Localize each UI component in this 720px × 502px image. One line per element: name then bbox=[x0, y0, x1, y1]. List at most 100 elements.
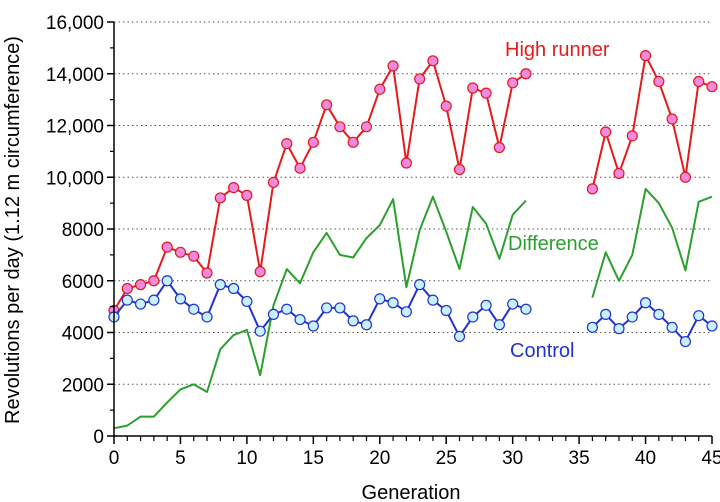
y-tick-label: 6000 bbox=[62, 272, 104, 293]
data-point-control bbox=[679, 335, 692, 348]
x-tick-label: 10 bbox=[236, 448, 257, 469]
control-label: Control bbox=[510, 340, 574, 362]
data-point-control bbox=[520, 303, 532, 315]
data-point-control bbox=[586, 321, 599, 333]
data-point-control bbox=[334, 302, 346, 314]
series-layer bbox=[108, 50, 718, 430]
y-tick-label: 2000 bbox=[62, 375, 104, 396]
difference-label: Difference bbox=[508, 233, 599, 255]
data-point-control bbox=[427, 294, 439, 306]
data-point-control bbox=[706, 320, 718, 332]
data-point-high-runner bbox=[586, 183, 599, 195]
data-point-high-runner bbox=[334, 121, 346, 133]
data-point-control bbox=[387, 297, 399, 309]
data-point-control bbox=[467, 311, 479, 323]
data-point-control bbox=[653, 308, 665, 320]
data-point-high-runner bbox=[520, 68, 532, 80]
data-point-control bbox=[400, 306, 412, 318]
data-point-high-runner bbox=[307, 136, 319, 148]
series-line-high-runner bbox=[591, 54, 713, 190]
data-point-control bbox=[254, 325, 266, 337]
data-point-high-runner bbox=[467, 82, 479, 94]
data-point-high-runner bbox=[639, 50, 652, 62]
data-point-control bbox=[440, 304, 452, 317]
y-tick-label: 14,000 bbox=[46, 65, 104, 86]
data-point-control bbox=[480, 299, 492, 311]
data-point-high-runner bbox=[453, 163, 466, 176]
data-point-control bbox=[134, 298, 147, 310]
x-tick-label: 45 bbox=[701, 448, 720, 469]
series-line-difference bbox=[591, 187, 713, 298]
y-tick-label: 0 bbox=[93, 427, 104, 448]
data-point-high-runner bbox=[374, 83, 386, 95]
data-point-control bbox=[307, 320, 319, 332]
data-point-control bbox=[626, 311, 638, 323]
data-point-high-runner bbox=[693, 75, 705, 88]
x-tick-label: 35 bbox=[569, 448, 590, 469]
high-runner-label: High runner bbox=[505, 39, 610, 61]
data-point-control bbox=[241, 295, 253, 308]
data-point-control bbox=[693, 310, 705, 322]
data-point-high-runner bbox=[201, 267, 213, 279]
data-point-control bbox=[414, 279, 426, 291]
data-point-high-runner bbox=[613, 167, 625, 179]
series-line-difference bbox=[113, 195, 527, 430]
data-point-high-runner bbox=[188, 250, 200, 262]
ticks: 0 2000 4000 6000 8000 10,000 12,000 14,000 16,00… bbox=[46, 13, 720, 469]
data-point-control bbox=[201, 311, 213, 323]
data-point-high-runner bbox=[706, 81, 718, 93]
data-point-control bbox=[321, 302, 333, 314]
x-tick-label: 0 bbox=[109, 448, 120, 469]
data-point-control bbox=[639, 297, 652, 309]
x-tick-label: 20 bbox=[369, 448, 390, 469]
data-point-high-runner bbox=[134, 279, 147, 291]
y-tick-label: 10,000 bbox=[46, 168, 104, 189]
data-point-high-runner bbox=[254, 266, 266, 278]
data-point-control bbox=[507, 298, 519, 310]
data-point-control bbox=[360, 319, 373, 331]
y-tick-label: 4000 bbox=[62, 324, 104, 345]
data-point-high-runner bbox=[148, 275, 160, 287]
data-point-control bbox=[267, 308, 280, 320]
data-point-high-runner bbox=[507, 77, 519, 89]
data-point-high-runner bbox=[493, 141, 505, 154]
data-point-high-runner bbox=[241, 189, 253, 201]
data-point-control bbox=[174, 293, 187, 305]
y-tick-label: 12,000 bbox=[46, 117, 104, 138]
data-point-high-runner bbox=[294, 162, 306, 174]
data-point-control bbox=[148, 294, 160, 306]
data-point-high-runner bbox=[400, 157, 412, 169]
y-tick-label: 8000 bbox=[62, 220, 104, 241]
x-tick-label: 15 bbox=[303, 448, 324, 469]
data-point-control bbox=[294, 313, 306, 326]
data-point-high-runner bbox=[480, 87, 492, 99]
data-point-control bbox=[613, 323, 625, 335]
data-point-high-runner bbox=[427, 55, 439, 67]
x-axis-label: Generation bbox=[362, 482, 461, 502]
data-point-control bbox=[374, 293, 386, 305]
axes bbox=[113, 22, 712, 437]
data-point-control bbox=[453, 330, 466, 342]
x-tick-label: 5 bbox=[175, 448, 186, 469]
data-point-control bbox=[188, 303, 200, 315]
data-point-control bbox=[228, 282, 240, 295]
data-point-control bbox=[347, 315, 359, 327]
data-point-high-runner bbox=[161, 241, 173, 253]
data-point-high-runner bbox=[267, 176, 280, 189]
data-point-control bbox=[600, 308, 612, 320]
series-control bbox=[108, 275, 718, 348]
x-tick-label: 25 bbox=[436, 448, 457, 469]
data-point-high-runner bbox=[360, 121, 373, 133]
data-point-high-runner bbox=[653, 75, 665, 88]
data-point-high-runner bbox=[214, 192, 226, 204]
y-tick-label: 16,000 bbox=[46, 13, 104, 34]
data-point-control bbox=[493, 319, 505, 331]
series-high-runner bbox=[108, 50, 718, 317]
data-point-high-runner bbox=[414, 73, 426, 85]
data-point-high-runner bbox=[387, 60, 399, 72]
data-point-control bbox=[161, 275, 173, 287]
x-tick-label: 40 bbox=[635, 448, 656, 469]
data-point-high-runner bbox=[666, 113, 678, 125]
data-point-high-runner bbox=[281, 138, 293, 150]
